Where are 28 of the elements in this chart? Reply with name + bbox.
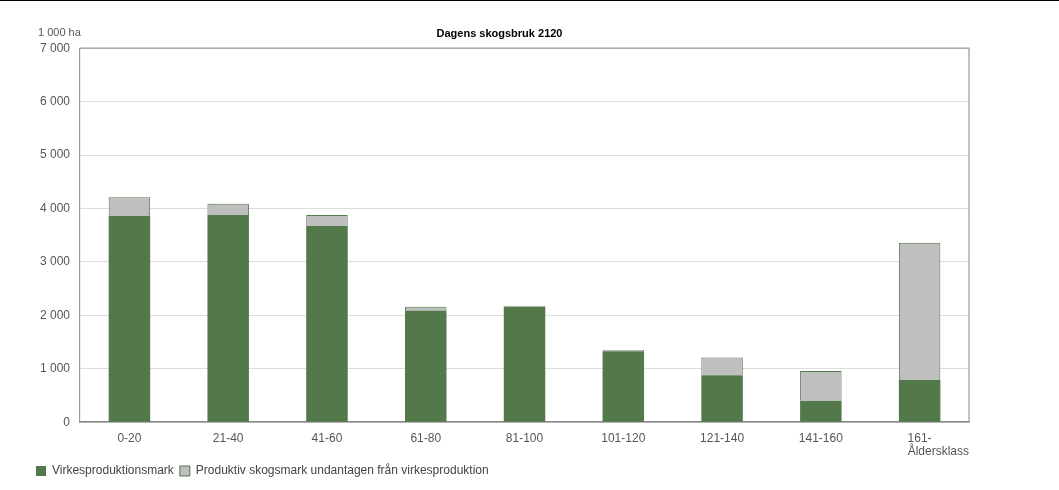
x-tick-label: 121-140 <box>700 430 745 445</box>
y-tick-label: 1 000 <box>40 361 71 376</box>
bar <box>207 214 249 422</box>
bar <box>800 400 842 422</box>
x-tick-label: 81-100 <box>505 430 544 445</box>
x-tick-label: 41-60 <box>311 430 343 445</box>
bar <box>602 351 645 422</box>
legend-label: Produktiv skogsmark undantagen från virkesproduktion <box>195 463 489 478</box>
legend-label: Virkesproduktionsmark <box>52 463 175 478</box>
y-axis-title: 1 000 ha <box>38 26 82 39</box>
x-tick-label: 101-120 <box>601 430 646 445</box>
chart-title: Dagens skogsbruk 2120 <box>436 26 563 39</box>
x-axis-title: Åldersklass <box>907 443 969 459</box>
bar <box>701 375 743 422</box>
x-tick-label: 21-40 <box>212 430 244 445</box>
x-tick-label: 141-160 <box>798 430 844 445</box>
bar <box>405 310 447 422</box>
x-tick-label: 0-20 <box>117 430 142 445</box>
y-tick-label: 5 000 <box>40 147 71 162</box>
bar <box>503 306 546 422</box>
bar <box>306 226 348 422</box>
x-tick-label: 61-80 <box>410 430 442 445</box>
y-tick-label: 7 000 <box>40 40 71 55</box>
y-tick-label: 6 000 <box>40 93 71 108</box>
y-tick-label: 2 000 <box>40 307 71 322</box>
y-tick-label: 0 <box>63 414 71 429</box>
y-tick-label: 3 000 <box>40 254 71 269</box>
y-tick-label: 4 000 <box>40 200 71 215</box>
